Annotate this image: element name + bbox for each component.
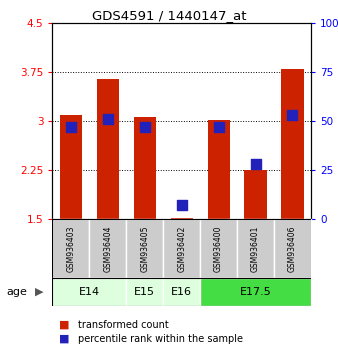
Text: E15: E15 xyxy=(134,287,155,297)
Text: GSM936405: GSM936405 xyxy=(140,225,149,272)
Bar xyxy=(52,219,89,278)
Bar xyxy=(163,219,200,278)
Bar xyxy=(126,219,163,278)
Bar xyxy=(163,278,200,306)
Bar xyxy=(282,69,304,219)
Text: ■: ■ xyxy=(59,334,70,344)
Point xyxy=(142,124,147,130)
Text: E17.5: E17.5 xyxy=(240,287,271,297)
Bar xyxy=(126,278,163,306)
Bar xyxy=(237,219,274,278)
Bar xyxy=(134,117,156,219)
Point xyxy=(68,124,74,130)
Point xyxy=(179,202,185,207)
Bar xyxy=(171,218,193,219)
Point xyxy=(290,113,295,118)
Text: GSM936406: GSM936406 xyxy=(288,225,297,272)
Text: GSM936404: GSM936404 xyxy=(103,225,112,272)
Bar xyxy=(200,278,311,306)
Bar xyxy=(52,278,126,306)
Text: transformed count: transformed count xyxy=(78,320,168,330)
Bar xyxy=(274,219,311,278)
Bar xyxy=(60,115,82,219)
Text: E16: E16 xyxy=(171,287,192,297)
Text: ■: ■ xyxy=(59,320,70,330)
Bar xyxy=(97,79,119,219)
Text: GSM936403: GSM936403 xyxy=(66,225,75,272)
Text: age: age xyxy=(7,287,28,297)
Text: ▶: ▶ xyxy=(34,287,43,297)
Text: E14: E14 xyxy=(79,287,100,297)
Text: GSM936400: GSM936400 xyxy=(214,225,223,272)
Text: GDS4591 / 1440147_at: GDS4591 / 1440147_at xyxy=(92,9,246,22)
Bar xyxy=(208,120,230,219)
Bar xyxy=(89,219,126,278)
Bar xyxy=(200,219,237,278)
Text: GSM936401: GSM936401 xyxy=(251,225,260,272)
Bar xyxy=(244,170,267,219)
Point xyxy=(253,162,258,167)
Text: GSM936402: GSM936402 xyxy=(177,225,186,272)
Text: percentile rank within the sample: percentile rank within the sample xyxy=(78,334,243,344)
Point xyxy=(216,124,221,130)
Point xyxy=(105,116,111,122)
